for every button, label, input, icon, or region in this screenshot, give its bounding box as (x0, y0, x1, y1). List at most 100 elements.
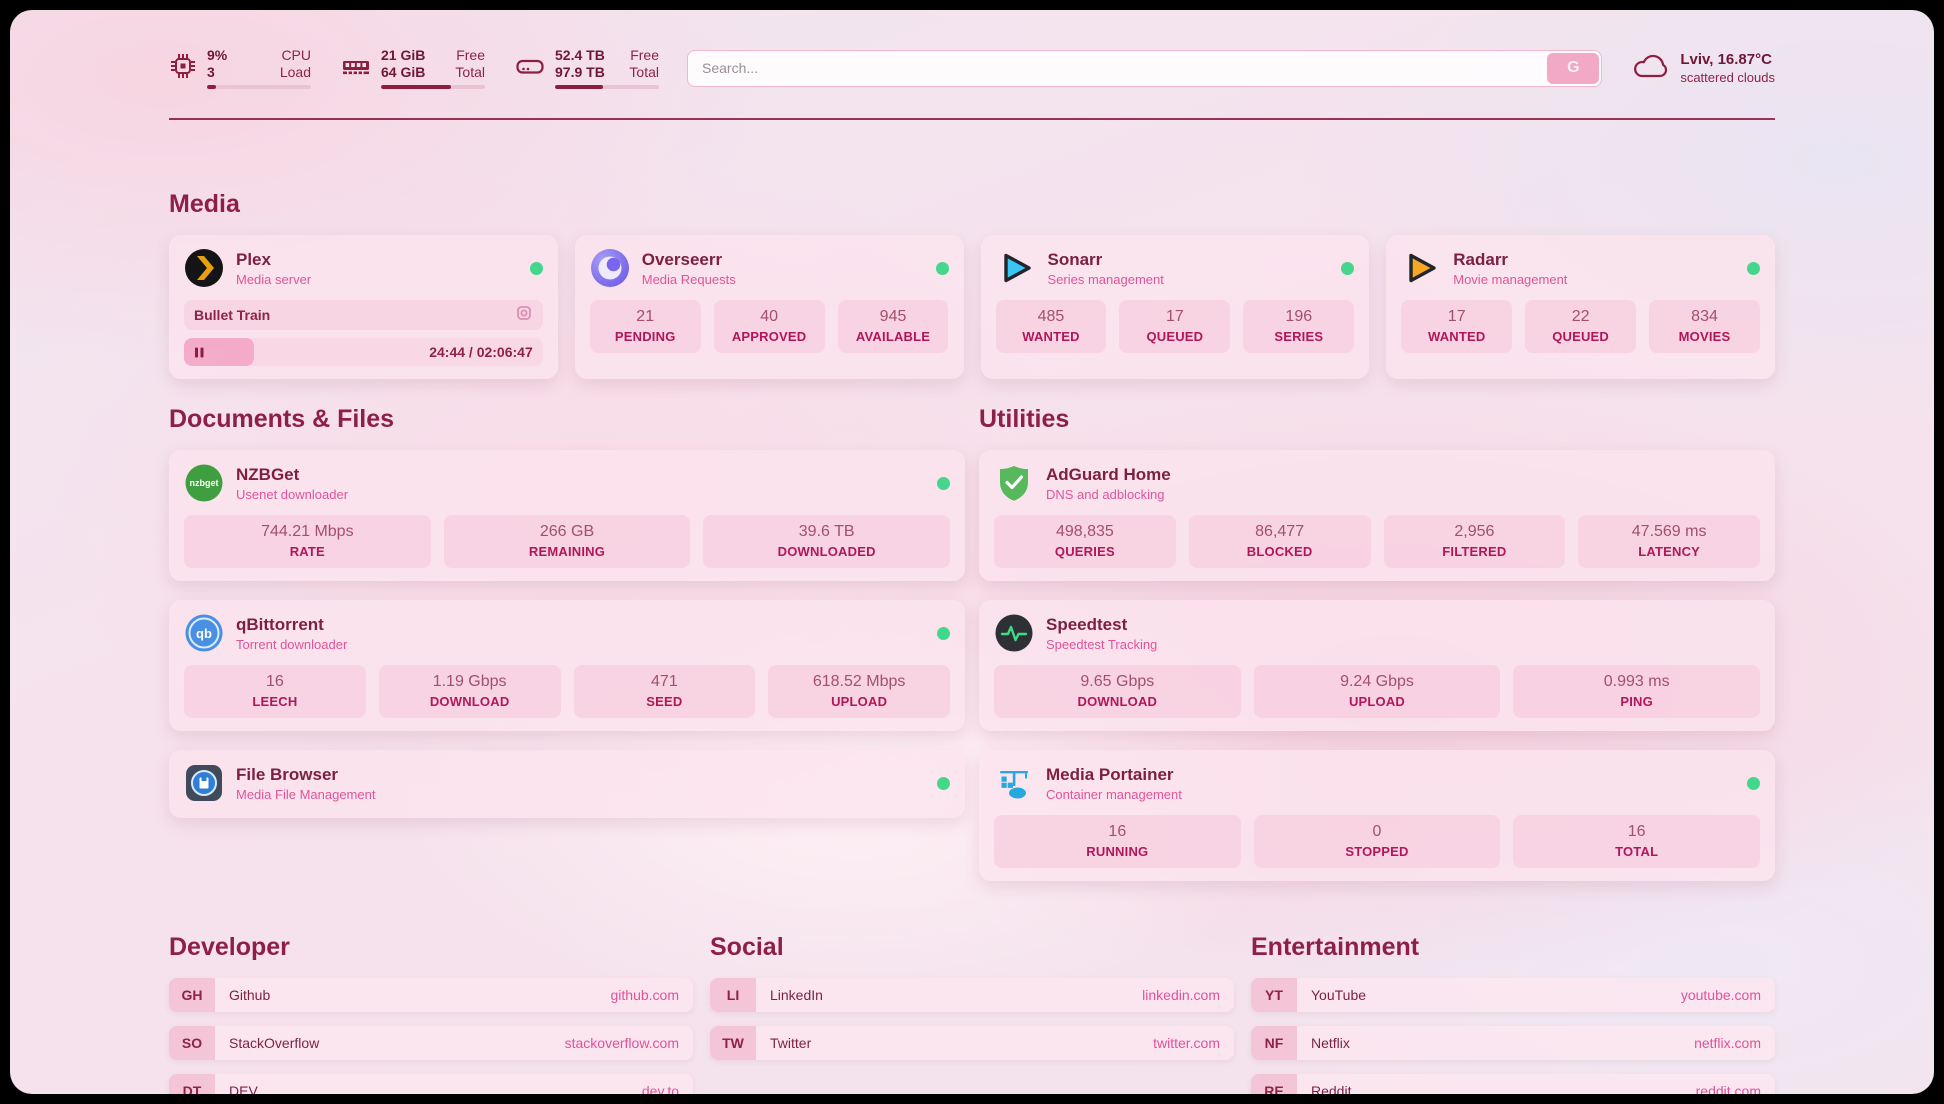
app-card-overseerr[interactable]: Overseerr Media Requests 21 PENDING 40 A… (574, 235, 964, 379)
disk-icon (515, 52, 545, 85)
app-card-radarr[interactable]: Radarr Movie management 17 WANTED 22 QUE… (1386, 235, 1775, 379)
link-badge: GH (169, 978, 215, 1012)
link-badge: YT (1251, 978, 1297, 1012)
app-subtitle: Media Requests (641, 271, 736, 287)
app-title: Radarr (1453, 249, 1509, 269)
search-bar: G (687, 49, 1603, 87)
link-badge: LI (710, 978, 756, 1012)
now-playing-title: Bullet Train (194, 307, 271, 323)
link-name: Github (229, 987, 271, 1003)
link-dev[interactable]: DT DEV dev.to (169, 1074, 693, 1094)
link-github[interactable]: GH Github github.com (169, 978, 693, 1012)
app-title: Overseerr (641, 249, 723, 269)
link-linkedin[interactable]: LI LinkedIn linkedin.com (710, 978, 1234, 1012)
section-title-entertainment: Entertainment (1251, 933, 1420, 961)
stat-tile: 40 APPROVED (713, 300, 825, 353)
disk-widget: 52.4 TB Free 97.9 TB Total (515, 47, 659, 89)
search-input[interactable] (687, 49, 1603, 87)
link-reddit[interactable]: RE Reddit reddit.com (1251, 1074, 1775, 1094)
google-search-button[interactable]: G (1547, 52, 1600, 84)
weather-location-temp: Lviv, 16.87°C (1680, 51, 1772, 68)
link-badge: NF (1251, 1026, 1297, 1060)
app-subtitle: Series management (1047, 271, 1164, 287)
stat-tile: 17 QUEUED (1119, 300, 1231, 353)
link-twitter[interactable]: TW Twitter twitter.com (710, 1026, 1234, 1060)
section-title-utilities: Utilities (979, 405, 1070, 433)
link-url: github.com (610, 987, 679, 1003)
link-url: youtube.com (1680, 987, 1761, 1003)
link-url: linkedin.com (1142, 987, 1220, 1003)
link-badge: TW (710, 1026, 756, 1060)
stat-tile: 471 SEED (573, 665, 756, 718)
app-subtitle: DNS and adblocking (1046, 486, 1165, 502)
stat-tile: 266 GB REMAINING (443, 515, 691, 568)
app-card-plex[interactable]: Plex Media server Bullet Train (169, 235, 558, 379)
stat-tile: 2,956 FILTERED (1383, 515, 1566, 568)
stat-tile: 39.6 TB DOWNLOADED (703, 515, 950, 568)
app-card-sonarr[interactable]: Sonarr Series management 485 WANTED 17 Q… (980, 235, 1370, 379)
link-stackoverflow[interactable]: SO StackOverflow stackoverflow.com (169, 1026, 693, 1060)
link-name: LinkedIn (770, 987, 823, 1003)
nzbget-icon: nzbget (184, 463, 224, 503)
app-subtitle: Media server (236, 271, 312, 287)
app-card-portainer[interactable]: Media Portainer Container management 16 … (979, 750, 1775, 881)
app-subtitle: Media File Management (236, 786, 376, 802)
status-dot (937, 776, 950, 790)
app-card-filebrowser[interactable]: File Browser Media File Management (169, 750, 965, 818)
ram-progress (381, 85, 485, 89)
status-dot (937, 476, 950, 490)
app-subtitle: Movie management (1453, 271, 1568, 287)
app-card-adguard[interactable]: AdGuard Home DNS and adblocking 498,835 … (979, 450, 1775, 581)
link-name: Twitter (770, 1035, 812, 1051)
status-dot (935, 261, 949, 275)
qbittorrent-icon: qb (184, 613, 224, 653)
load-label: Load (279, 64, 311, 80)
app-card-nzbget[interactable]: nzbget NZBGet Usenet downloader 744.21 M… (169, 450, 965, 581)
disk-total: 97.9 TB (555, 64, 605, 80)
now-playing-bar: Bullet Train (184, 300, 543, 330)
section-title-developer: Developer (169, 933, 290, 961)
ram-widget: 21 GiB Free 64 GiB Total (341, 47, 485, 89)
system-stats: 9% CPU 3 Load (169, 47, 659, 89)
developer-section: Developer GH Github github.com SO StackO… (169, 933, 693, 1094)
sonarr-icon (996, 248, 1036, 288)
stat-tile: 196 SERIES (1243, 300, 1355, 353)
playback-time: 24:44 / 02:06:47 (429, 344, 533, 360)
link-youtube[interactable]: YT YouTube youtube.com (1251, 978, 1775, 1012)
link-url: netflix.com (1694, 1035, 1761, 1051)
app-title: File Browser (236, 764, 339, 784)
cpu-load: 3 (207, 64, 215, 80)
link-name: YouTube (1311, 987, 1367, 1003)
ram-total: 64 GiB (381, 64, 426, 80)
plex-icon (184, 248, 224, 288)
link-netflix[interactable]: NF Netflix netflix.com (1251, 1026, 1775, 1060)
app-subtitle: Container management (1046, 786, 1182, 802)
app-title: Sonarr (1047, 249, 1103, 269)
disk-progress (555, 85, 659, 89)
entertainment-section: Entertainment YT YouTube youtube.com NF … (1251, 933, 1775, 1094)
documents-column: Documents & Files nzbget NZBGet U (169, 405, 965, 881)
app-card-speedtest[interactable]: Speedtest Speedtest Tracking 9.65 Gbps D… (979, 600, 1775, 731)
cpu-label: CPU (281, 47, 311, 63)
app-subtitle: Torrent downloader (236, 636, 348, 652)
link-name: Netflix (1311, 1035, 1350, 1051)
status-dot (1747, 776, 1760, 790)
stat-tile: 47.569 ms LATENCY (1578, 515, 1760, 568)
link-url: stackoverflow.com (564, 1035, 679, 1051)
stat-tile: 618.52 Mbps UPLOAD (768, 665, 950, 718)
app-title: qBittorrent (236, 614, 324, 634)
stat-tile: 0 STOPPED (1253, 815, 1501, 868)
cpu-progress (207, 85, 311, 89)
video-icon (515, 304, 533, 327)
app-title: Media Portainer (1046, 764, 1174, 784)
utilities-column: Utilities AdGuard Home DNS and a (979, 405, 1775, 881)
app-card-qbittorrent[interactable]: qb qBittorrent Torrent downloader 16 LEE… (169, 600, 965, 731)
portainer-icon (994, 763, 1034, 803)
ram-icon (341, 52, 371, 85)
cpu-usage: 9% (207, 47, 228, 63)
disk-free-label: Free (630, 47, 659, 63)
app-title: AdGuard Home (1046, 464, 1171, 484)
media-grid: Plex Media server Bullet Train (169, 235, 1775, 379)
app-title: Plex (236, 249, 271, 269)
status-dot (529, 261, 543, 275)
